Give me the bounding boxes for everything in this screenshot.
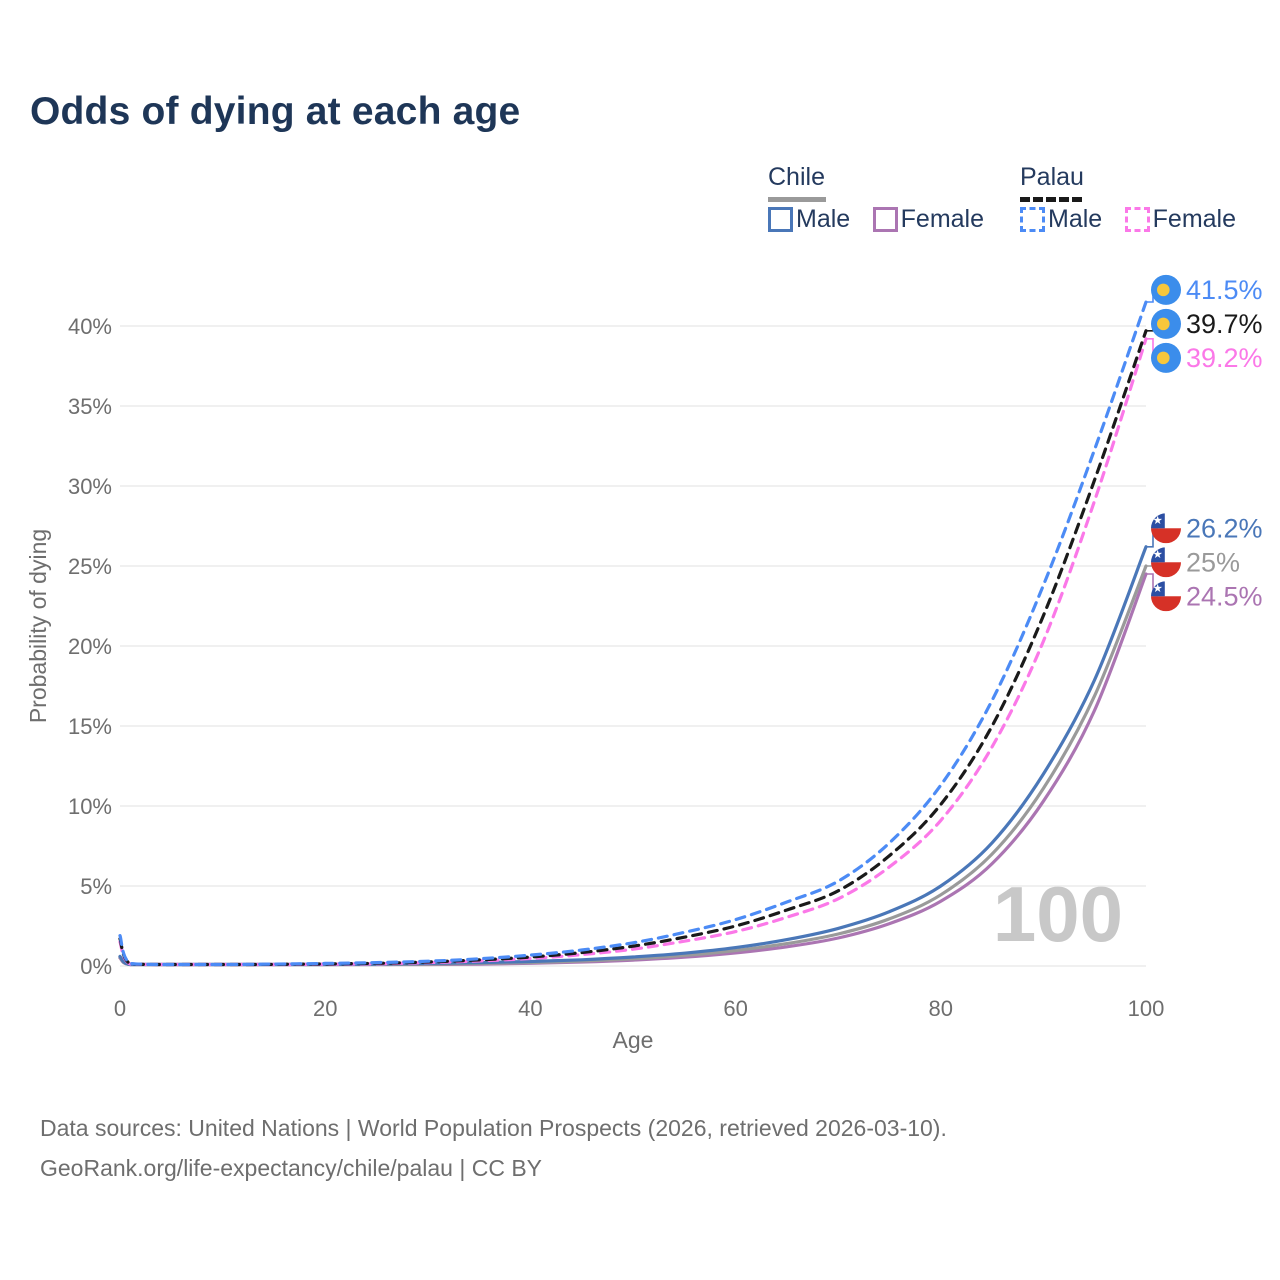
flag-icon-chile: ★: [1151, 513, 1181, 544]
end-label-value: 39.2%: [1186, 343, 1263, 373]
end-label-value: 26.2%: [1186, 513, 1263, 543]
flag-icon-palau-sun: [1157, 351, 1170, 365]
flag-icon-palau-sun: [1157, 317, 1170, 331]
legend-country-chile-label: Chile: [768, 163, 825, 191]
legend-country-palau-label: Palau: [1020, 163, 1084, 191]
end-label-palau-male: 41.5%: [1147, 274, 1263, 305]
legend-label-chile-male: Male: [796, 205, 851, 233]
x-tick-label: 0: [114, 996, 126, 1021]
end-label-value: 39.7%: [1186, 309, 1263, 339]
x-tick-label: 100: [1128, 996, 1165, 1021]
y-tick-label: 5%: [80, 874, 112, 899]
legend-group-palau: Palau Male Female: [1020, 163, 1236, 233]
footer-attribution: GeoRank.org/life-expectancy/chile/palau …: [40, 1155, 543, 1181]
legend-item-palau-male[interactable]: Male: [1020, 205, 1102, 234]
series-line-palau-male[interactable]: [118, 300, 1148, 967]
flag-icon-palau-sun: [1157, 283, 1170, 297]
flag-icon-chile-star: ★: [1153, 548, 1163, 561]
legend-label-palau-female: Female: [1152, 205, 1237, 233]
legend-swatch-chile-female: [872, 207, 898, 232]
x-tick-label: 80: [929, 996, 953, 1021]
footer: Data sources: United Nations | World Pop…: [40, 1108, 947, 1188]
legend-group-chile: Chile Male Female: [768, 163, 984, 233]
flag-icon-chile-star: ★: [1153, 582, 1163, 595]
end-label-chile-male: ★ 26.2%: [1147, 513, 1263, 548]
y-tick-label: 20%: [68, 634, 112, 659]
legend-country-chile-line-swatch: [768, 197, 826, 202]
x-tick-label: 20: [313, 996, 337, 1021]
y-tick-label: 0%: [80, 954, 112, 979]
legend-swatch-chile-male: [768, 207, 793, 232]
footer-data-sources: Data sources: United Nations | World Pop…: [40, 1115, 947, 1141]
legend-country-palau-line-swatch: [1020, 197, 1082, 202]
flag-icon-chile-red: [1151, 562, 1181, 578]
x-axis-title: Age: [613, 1027, 654, 1053]
end-label-value: 24.5%: [1186, 581, 1263, 611]
y-axis-title: Probability of dying: [25, 529, 51, 723]
flag-icon-chile: ★: [1151, 547, 1181, 578]
end-label-value: 25%: [1186, 547, 1240, 577]
end-label-value: 41.5%: [1186, 275, 1263, 305]
x-tick-label: 60: [723, 996, 747, 1021]
hovered-age-watermark: 100: [993, 870, 1123, 958]
legend-item-chile-male[interactable]: Male: [768, 205, 850, 234]
y-tick-label: 25%: [68, 554, 112, 579]
legend-country-chile[interactable]: Chile: [768, 163, 826, 202]
flag-icon-chile: ★: [1151, 581, 1181, 612]
end-label-palau-female: 39.2%: [1147, 338, 1263, 373]
flag-icon-chile-red: [1151, 596, 1181, 612]
flag-icon-chile-red: [1151, 528, 1181, 544]
end-label-chile-female: ★ 24.5%: [1147, 573, 1263, 612]
legend: Chile Male Female Palau: [0, 0, 1280, 245]
y-tick-label: 35%: [68, 394, 112, 419]
end-label-chile-all: ★ 25%: [1147, 547, 1240, 578]
end-label-palau-all: 39.7%: [1147, 308, 1263, 339]
legend-label-chile-female: Female: [900, 205, 985, 233]
legend-item-palau-female[interactable]: Female: [1124, 205, 1237, 234]
y-tick-label: 40%: [68, 314, 112, 339]
legend-swatch-palau-female: [1124, 207, 1150, 232]
legend-label-palau-male: Male: [1048, 205, 1103, 233]
legend-swatch-palau-male: [1020, 207, 1045, 232]
x-tick-label: 40: [518, 996, 542, 1021]
y-tick-label: 30%: [68, 474, 112, 499]
y-tick-label: 15%: [68, 714, 112, 739]
flag-icon-chile-star: ★: [1153, 514, 1163, 527]
y-tick-label: 10%: [68, 794, 112, 819]
page-title: Odds of dying at each age: [30, 90, 521, 133]
legend-country-palau[interactable]: Palau: [1020, 163, 1084, 202]
legend-item-chile-female[interactable]: Female: [872, 205, 985, 234]
